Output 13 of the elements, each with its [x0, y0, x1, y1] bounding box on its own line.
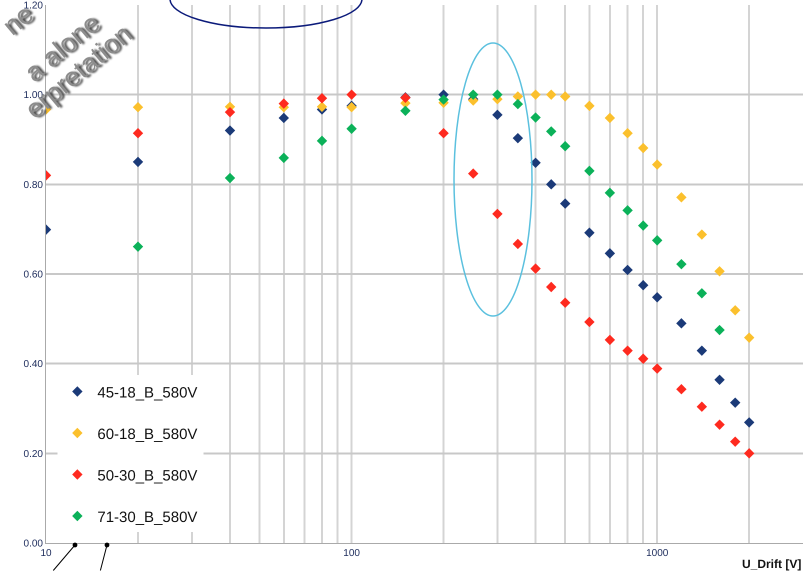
legend-label: 50-30_B_580V	[97, 467, 198, 484]
x-tick-label: 10	[40, 548, 52, 559]
x-tick-label: 100	[343, 548, 360, 559]
x-axis-title: U_Drift [V]	[742, 557, 802, 571]
y-tick-label: 0.80	[24, 180, 44, 191]
y-tick-label: 0.20	[24, 448, 44, 460]
y-tick-label: 0.00	[24, 538, 44, 550]
legend-label: 45-18_B_580V	[97, 384, 198, 402]
legend-label: 71-30_B_580V	[97, 508, 198, 526]
legend-label: 60-18_B_580V	[97, 426, 198, 443]
x-tick-label: 1000	[646, 548, 669, 559]
y-tick-label: 0.60	[24, 270, 44, 280]
y-tick-label: 0.40	[24, 359, 44, 370]
